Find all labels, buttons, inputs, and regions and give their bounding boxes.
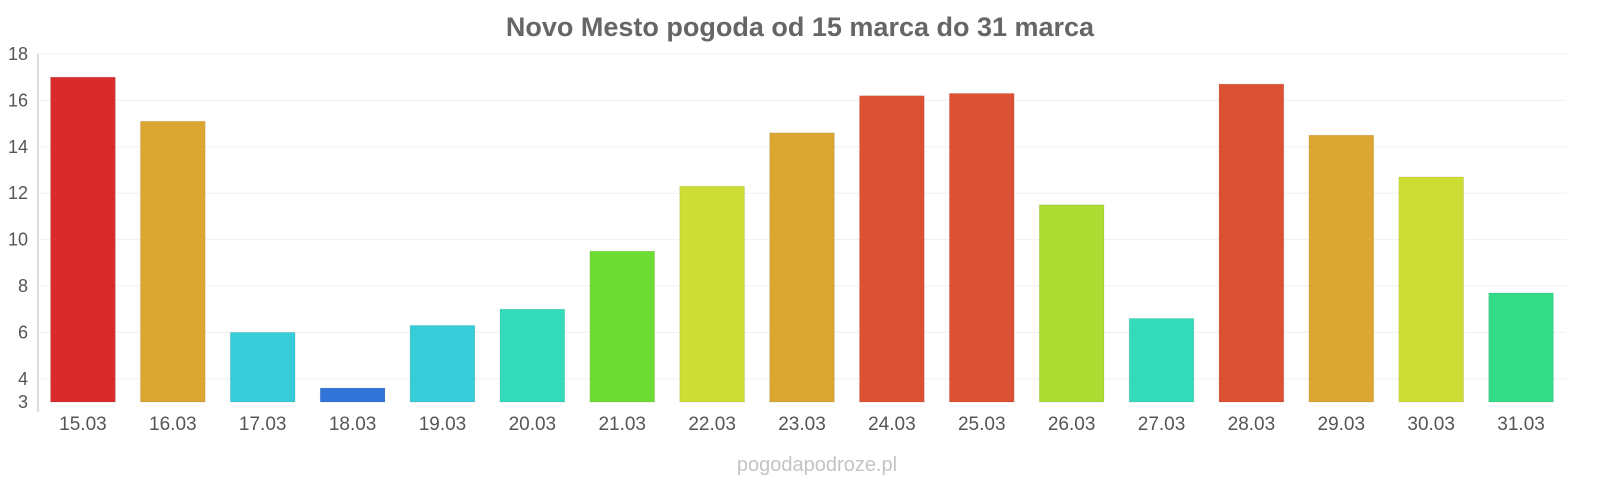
x-tick-label: 16.03 bbox=[149, 414, 197, 435]
y-axis: 3 4 6 8 10 12 14 16 18 bbox=[8, 44, 39, 412]
x-tick-label: 19.03 bbox=[419, 414, 467, 435]
bar-20.03 bbox=[499, 308, 566, 403]
bar-16.03 bbox=[139, 120, 206, 403]
x-tick-label: 29.03 bbox=[1318, 414, 1366, 435]
x-tick-label: 21.03 bbox=[598, 414, 646, 435]
x-tick-label: 22.03 bbox=[688, 414, 736, 435]
bar-30.03 bbox=[1398, 176, 1465, 403]
x-tick-label: 18.03 bbox=[329, 414, 377, 435]
x-tick-label: 15.03 bbox=[59, 414, 107, 435]
bar-25.03 bbox=[948, 92, 1015, 403]
bar-26.03 bbox=[1038, 204, 1105, 403]
bar-22.03 bbox=[679, 185, 745, 403]
bar-23.03 bbox=[769, 132, 835, 403]
bar-31.03 bbox=[1488, 292, 1554, 403]
x-tick-label: 17.03 bbox=[239, 414, 287, 435]
x-tick-label: 23.03 bbox=[778, 414, 826, 435]
y-tick-label: 8 bbox=[18, 276, 28, 296]
y-tick-label: 4 bbox=[18, 369, 28, 389]
x-tick-label: 25.03 bbox=[958, 414, 1006, 435]
y-tick-label: 10 bbox=[8, 230, 28, 250]
bar-24.03 bbox=[859, 95, 925, 403]
watermark: pogodapodroze.pl bbox=[737, 454, 897, 476]
bar-18.03 bbox=[319, 387, 386, 403]
x-tick-label: 30.03 bbox=[1407, 414, 1455, 435]
bar-17.03 bbox=[229, 331, 296, 403]
x-tick-label: 31.03 bbox=[1497, 414, 1545, 435]
y-tick-label: 14 bbox=[8, 137, 28, 157]
bar-29.03 bbox=[1308, 134, 1375, 403]
bar-28.03 bbox=[1218, 83, 1285, 403]
y-tick-label: 3 bbox=[18, 392, 28, 412]
x-axis: 15.03 16.03 17.03 18.03 19.03 20.03 21.03 22.03… bbox=[59, 414, 1545, 435]
x-tick-label: 26.03 bbox=[1048, 414, 1096, 435]
bar-19.03 bbox=[409, 324, 476, 403]
bar-21.03 bbox=[589, 250, 656, 403]
x-tick-label: 20.03 bbox=[509, 414, 557, 435]
chart-title: Novo Mesto pogoda od 15 marca do 31 marc… bbox=[506, 12, 1095, 42]
x-tick-label: 28.03 bbox=[1228, 414, 1276, 435]
y-tick-label: 6 bbox=[18, 322, 28, 342]
x-tick-label: 27.03 bbox=[1138, 414, 1186, 435]
bar-27.03 bbox=[1128, 317, 1195, 403]
y-tick-label: 12 bbox=[8, 183, 28, 203]
y-tick-label: 18 bbox=[8, 44, 28, 64]
x-tick-label: 24.03 bbox=[868, 414, 916, 435]
bar-15.03 bbox=[50, 76, 116, 403]
bars bbox=[50, 76, 1554, 403]
y-tick-label: 16 bbox=[8, 90, 28, 110]
